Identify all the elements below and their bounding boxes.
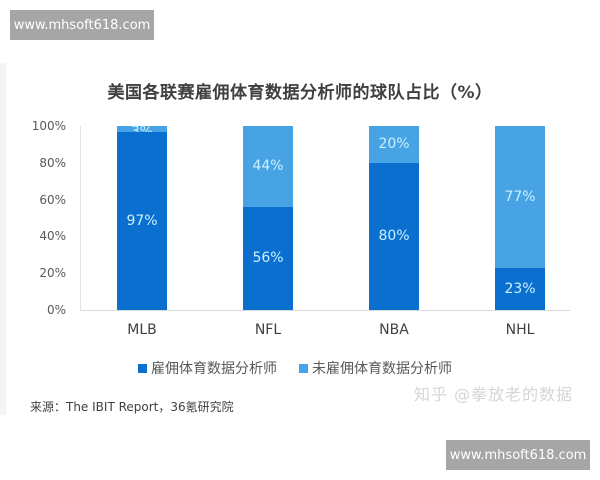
x-label-mlb: MLB [127,322,157,338]
y-tick-40: 40% [39,229,66,244]
bar-segment-employed: 97% [117,131,167,310]
legend-label-not-employed: 未雇佣体育数据分析师 [312,361,452,377]
y-tick-0: 0% [46,303,66,317]
legend-item-employed: 雇佣体育数据分析师 [138,358,277,378]
y-tick-80: 80% [39,155,66,170]
bar-mlb: 3% 97% [117,126,167,310]
bar-segment-not-employed: 44% [243,126,293,207]
y-tick-20: 20% [39,266,66,281]
legend-swatch-not-employed [299,363,308,373]
bar-segment-employed: 56% [243,206,293,310]
y-axis-line [80,126,81,310]
x-label-nhl: NHL [505,322,535,338]
zhihu-watermark: 知乎 @拳放老的数据 [414,385,574,404]
site-watermark-top: www.mhsoft618.com [10,10,154,40]
chart-legend: 雇佣体育数据分析师 未雇佣体育数据分析师 [138,358,474,378]
bar-segment-not-employed: 77% [495,126,545,268]
bar-nhl: 77% 23% [495,126,545,310]
chart-source: 来源：The IBIT Report，36氪研究院 [30,400,234,414]
legend-label-employed: 雇佣体育数据分析师 [151,361,277,377]
chart-title: 美国各联赛雇佣体育数据分析师的球队占比（%） [107,83,493,103]
y-tick-100: 100% [31,119,66,133]
x-label-nba: NBA [379,322,409,338]
bar-nfl: 44% 56% [243,126,293,310]
y-tick-60: 60% [39,192,66,207]
bar-segment-employed: 23% [495,267,545,310]
legend-item-not-employed: 未雇佣体育数据分析师 [299,358,452,378]
legend-swatch-employed [138,363,147,373]
site-watermark-bottom: www.mhsoft618.com [446,440,590,470]
bar-segment-employed: 80% [369,162,419,310]
x-axis-line [80,310,570,311]
bar-nba: 20% 80% [369,126,419,310]
x-label-nfl: NFL [254,322,282,338]
bar-segment-not-employed: 20% [369,126,419,163]
